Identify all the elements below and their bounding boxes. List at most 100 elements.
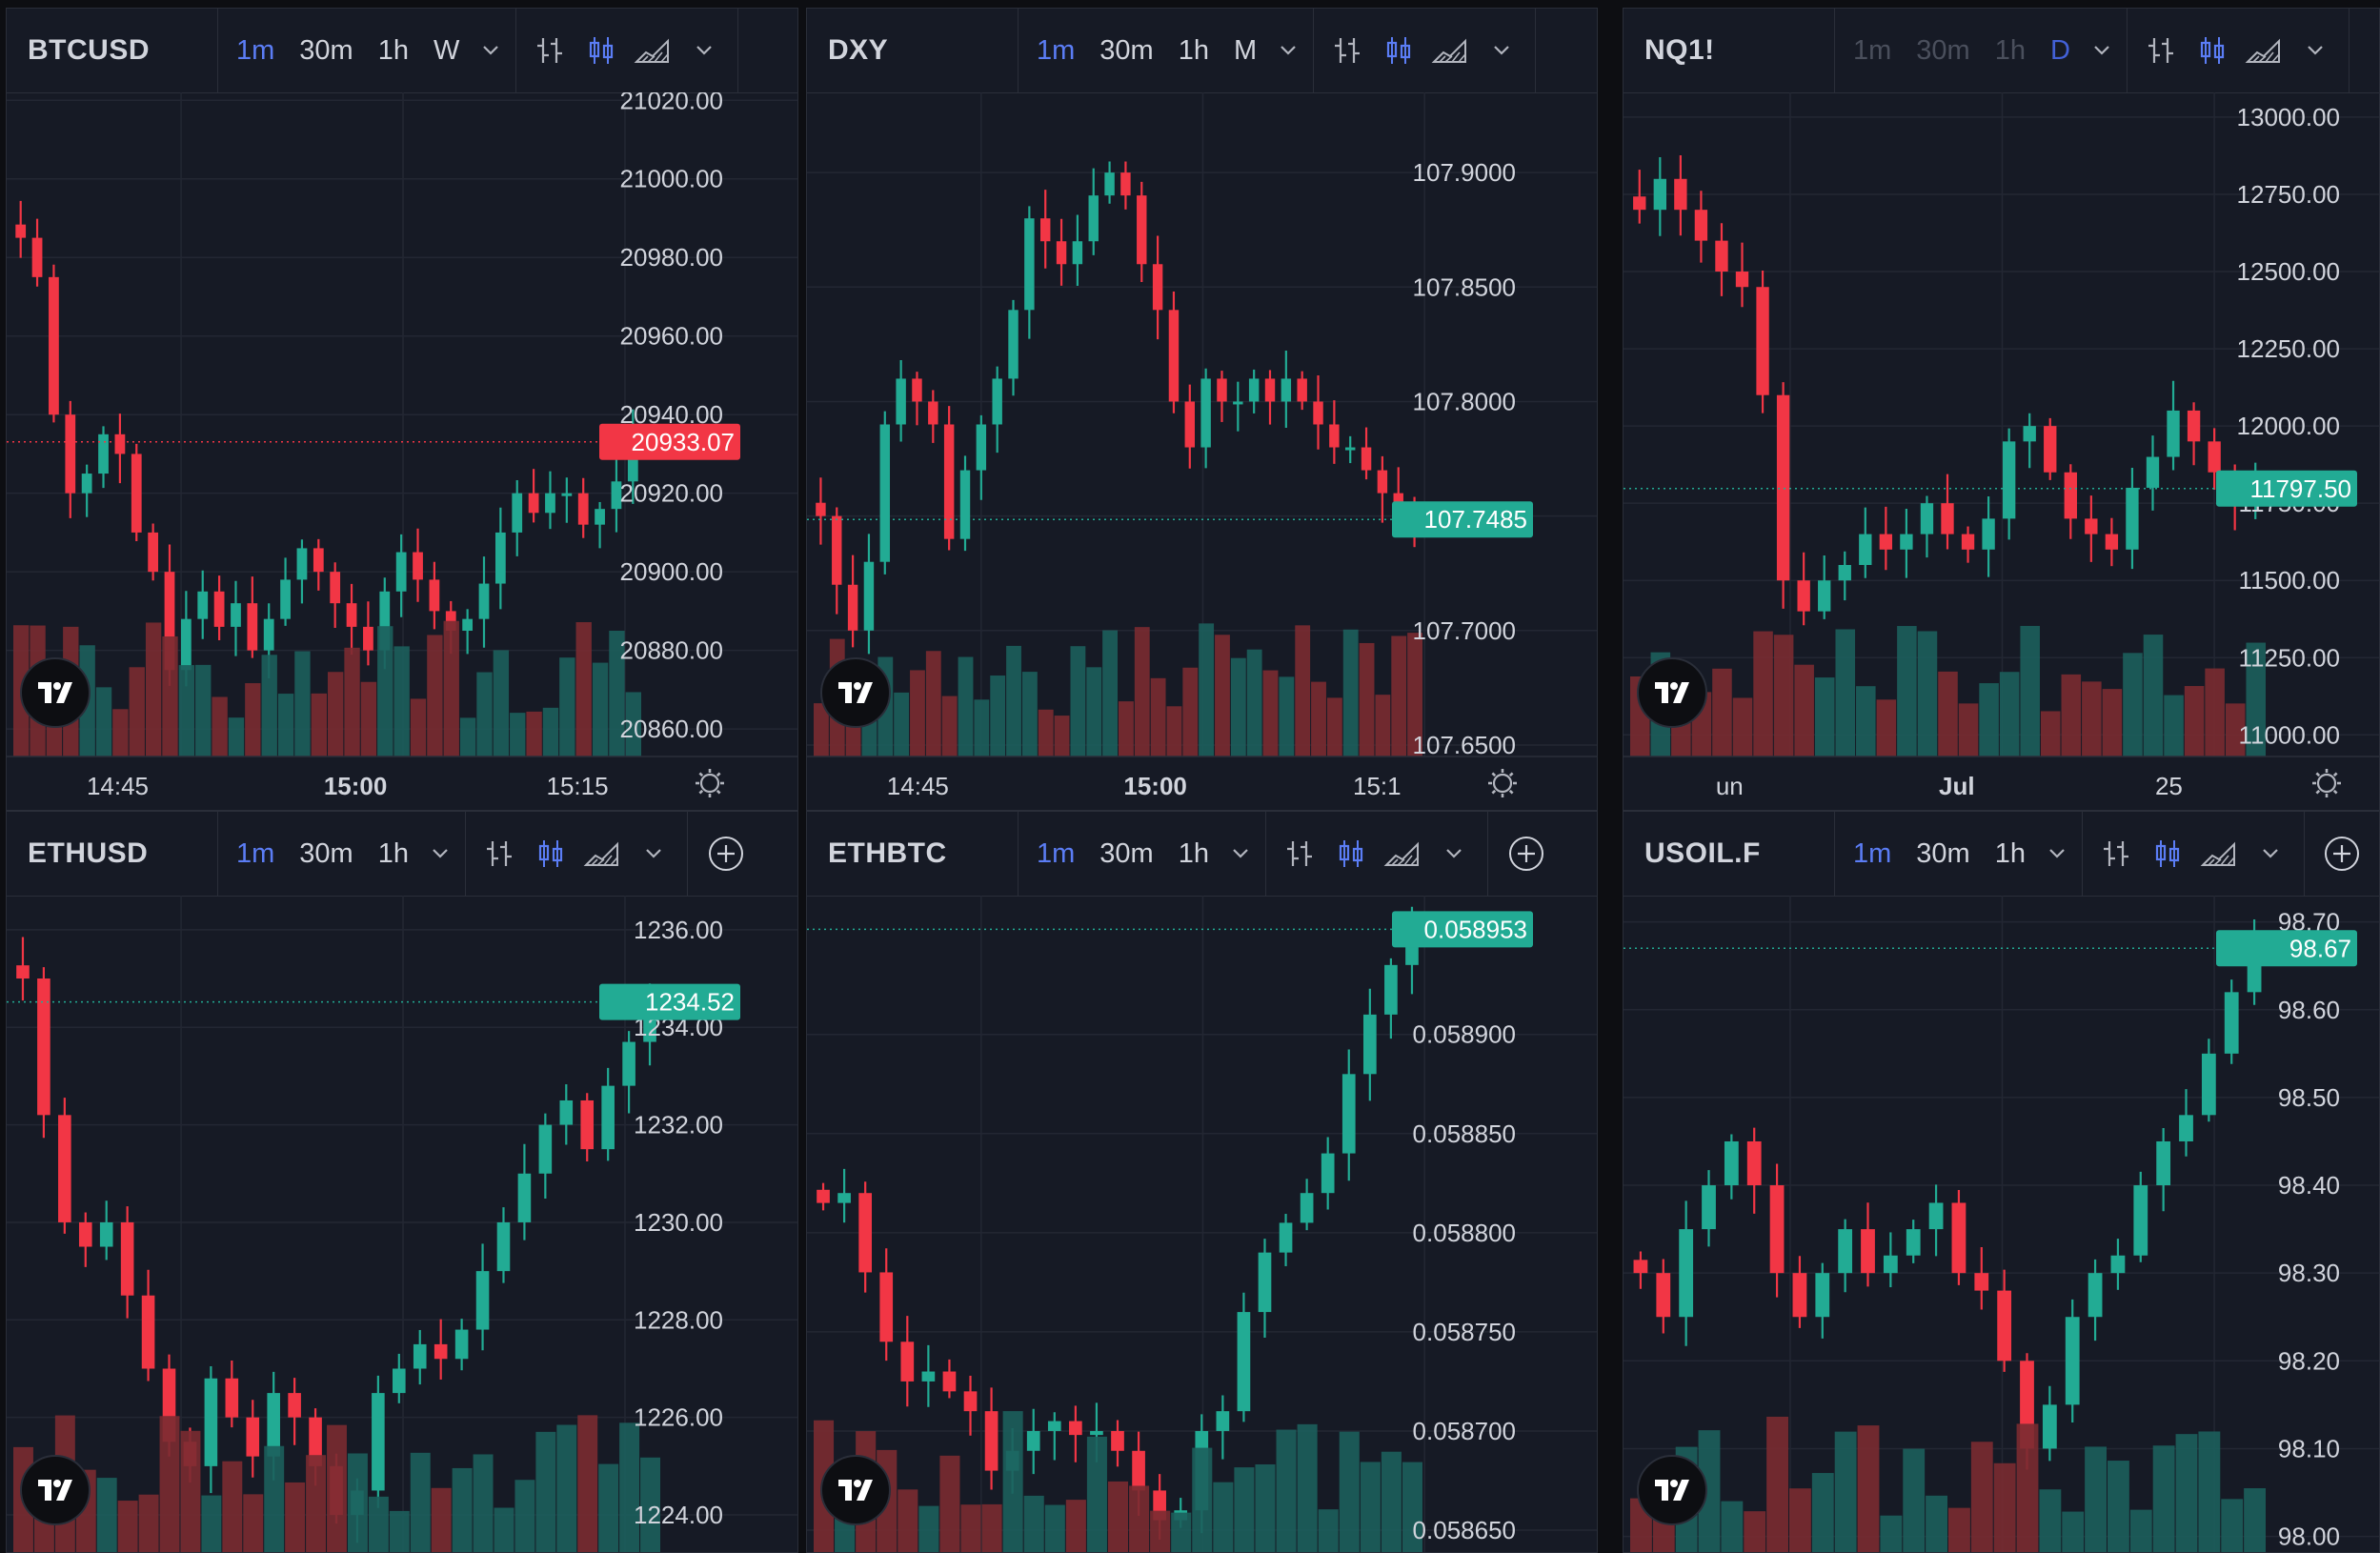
interval-30m[interactable]: 30m [1916,837,1970,869]
candle [1008,299,1019,396]
chevron-down-icon[interactable] [1269,37,1307,64]
symbol-label[interactable]: DXY [807,9,1019,92]
chart-panel-nq1[interactable]: NQ1! 1m 30m 1h D 13000.00 12750.00 12500.00 1225… [1623,8,2380,811]
chart-panel-ethbtc[interactable]: ETHBTC 1m 30m 1h 0.058900 0.058850 0.058800 0.0… [806,811,1598,1553]
price-chart[interactable]: 1236.001234.001232.001230.001228.001226.… [7,896,798,1553]
candles-chart-icon[interactable] [525,825,576,882]
interval-d[interactable]: D [2049,34,2070,66]
candles-chart-icon[interactable] [1325,825,1377,882]
chevron-down-icon[interactable] [2083,37,2121,64]
candle [1344,435,1356,464]
price-chart[interactable]: 21020.0021000.0020980.0020960.0020940.00… [7,92,798,811]
candle [963,1375,978,1436]
price-chart[interactable]: 13000.00 12750.00 12500.00 12250.00 12000.00… [1624,92,2380,811]
symbol-label[interactable]: ETHUSD [7,812,218,896]
candle [2146,435,2160,511]
tradingview-logo[interactable] [1637,1455,1707,1525]
volume-bar [159,1416,180,1552]
bars-chart-icon[interactable] [2135,22,2187,79]
settings-gear-icon[interactable] [2312,769,2341,797]
volume-bar [1021,672,1038,756]
volume-bar [222,1461,243,1552]
interval-1h[interactable]: 1h [1178,34,1209,66]
chevron-down-icon[interactable] [678,22,730,79]
candles-chart-icon[interactable] [1373,22,1424,79]
area-chart-icon[interactable] [1377,825,1428,882]
add-plus-icon[interactable] [1488,812,1564,896]
tradingview-logo[interactable] [20,1455,91,1525]
interval-1h[interactable]: 1h [1994,34,2026,66]
candle [837,1168,851,1223]
area-chart-icon[interactable] [2238,22,2289,79]
chevron-down-icon[interactable] [628,825,679,882]
interval-1m[interactable]: 1m [1853,34,1892,66]
symbol-label[interactable]: ETHBTC [807,812,1019,896]
candle [2044,417,2057,480]
price-chart[interactable]: 107.9000107.8500107.8000107.7500107.7000… [807,92,1598,811]
chevron-down-icon[interactable] [2289,22,2341,79]
tradingview-logo[interactable] [820,657,891,728]
area-chart-icon[interactable] [1424,22,1476,79]
volume-bar [1086,667,1102,756]
interval-1m[interactable]: 1m [1037,34,1076,66]
candle [1724,1134,1739,1200]
volume-bar [2062,1511,2085,1552]
bars-chart-icon[interactable] [524,22,575,79]
symbol-label[interactable]: USOIL.F [1624,812,1835,896]
add-plus-icon[interactable] [2305,812,2379,896]
area-chart-icon[interactable] [2193,825,2245,882]
tradingview-logo[interactable] [820,1455,891,1525]
chevron-down-icon[interactable] [472,37,510,64]
price-chart[interactable]: 0.058900 0.058850 0.058800 0.058750 0.058700… [807,896,1598,1553]
bars-chart-icon[interactable] [2090,825,2142,882]
tradingview-logo[interactable] [1637,657,1707,728]
interval-m[interactable]: M [1233,34,1258,66]
candle [1679,1200,1694,1346]
chevron-down-icon[interactable] [1221,840,1260,867]
interval-1m[interactable]: 1m [1853,837,1892,869]
bars-chart-icon[interactable] [474,825,525,882]
chevron-down-icon[interactable] [1476,22,1527,79]
volume-bar [201,1495,222,1552]
bars-chart-icon[interactable] [1274,825,1325,882]
chevron-down-icon[interactable] [2245,825,2296,882]
candles-chart-icon[interactable] [575,22,627,79]
candle [1997,1269,2012,1372]
symbol-label[interactable]: BTCUSD [7,9,218,92]
interval-1m[interactable]: 1m [1037,837,1076,869]
tradingview-logo[interactable] [20,657,91,728]
add-plus-icon[interactable] [688,812,764,896]
chevron-down-icon[interactable] [2038,840,2076,867]
interval-1h[interactable]: 1h [377,34,409,66]
interval-1h[interactable]: 1h [1994,837,2026,869]
chart-panel-usoilf[interactable]: USOIL.F 1m 30m 1h 98.70 98.60 98.50 98.40 98.30 9… [1623,811,2380,1553]
chart-panel-dxy[interactable]: DXY 1m 30m 1h M 107.9000 107.8500 107.8000 107.7… [806,8,1598,811]
chart-toolbar: BTCUSD 1m 30m 1h W [7,9,797,93]
chart-panel-ethusd[interactable]: ETHUSD 1m 30m 1h 1236.00 1234.00 1232.00 1230.0… [6,811,798,1553]
candles-chart-icon[interactable] [2142,825,2193,882]
area-chart-icon[interactable] [627,22,678,79]
price-chart[interactable]: 98.7098.6098.5098.4098.3098.2098.1098.00… [1624,896,2380,1553]
interval-30m[interactable]: 30m [1099,34,1154,66]
candle [58,1098,71,1234]
chevron-down-icon[interactable] [421,840,459,867]
interval-1m[interactable]: 1m [236,837,275,869]
symbol-label[interactable]: NQ1! [1624,9,1835,92]
area-chart-icon[interactable] [576,825,628,882]
interval-1h[interactable]: 1h [377,837,409,869]
interval-30m[interactable]: 30m [1099,837,1154,869]
chevron-down-icon[interactable] [1428,825,1480,882]
bars-chart-icon[interactable] [1321,22,1373,79]
interval-30m[interactable]: 30m [299,837,353,869]
interval-30m[interactable]: 30m [1916,34,1970,66]
settings-gear-icon[interactable] [696,769,724,797]
interval-1m[interactable]: 1m [236,34,275,66]
volume-bar [410,1452,431,1552]
interval-30m[interactable]: 30m [299,34,353,66]
interval-1h[interactable]: 1h [1178,837,1209,869]
candles-chart-icon[interactable] [2187,22,2238,79]
y-axis-tick: 98.60 [2278,996,2340,1024]
interval-w[interactable]: W [433,34,460,66]
settings-gear-icon[interactable] [1488,769,1517,797]
chart-panel-btcusd[interactable]: BTCUSD 1m 30m 1h W 21020.00 21000.00 20980.00 20… [6,8,798,811]
